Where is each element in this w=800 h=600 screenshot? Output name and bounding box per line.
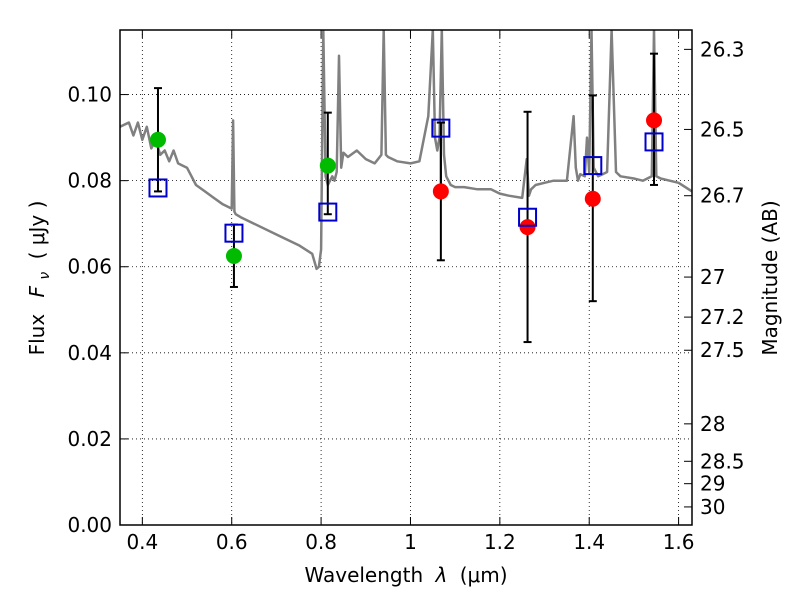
model-point-square	[644, 132, 664, 152]
data-point-circle	[584, 190, 601, 207]
y-axis-label-prefix: Flux	[25, 314, 49, 356]
y2-tick-label: 26.3	[700, 37, 745, 61]
data-point-circle	[432, 183, 449, 200]
plot-frame	[119, 29, 693, 526]
x-tick-label: 0.8	[305, 530, 337, 554]
y2-tick-label: 29	[700, 472, 725, 496]
y2-tick-label: 28	[700, 412, 725, 436]
model-point-square	[583, 156, 603, 176]
model-point-square	[318, 202, 338, 222]
tick-marks	[120, 30, 692, 526]
data-point-circle	[225, 247, 242, 264]
y-tick-label: 0.06	[67, 255, 112, 279]
tick-labels: 0.4 0.6 0.8 1 1.2 1.4 1.6 0.00 0.02 0.04 0.06 0.08 0…	[67, 37, 744, 554]
x-tick-label: 1.6	[663, 530, 695, 554]
x-axis-label-unit: (μm)	[460, 563, 508, 587]
y-axis-label-unit: ( μJy )	[25, 201, 49, 260]
x-tick-label: 1	[404, 530, 417, 554]
y2-tick-label: 28.5	[700, 449, 745, 473]
y-axis-label: Flux F ν ( μJy )	[25, 201, 54, 356]
data-point-circle	[149, 131, 166, 148]
y-tick-label: 0.00	[67, 513, 112, 537]
model-point-square	[224, 223, 244, 243]
y-tick-label: 0.04	[67, 341, 112, 365]
y-tick-label: 0.08	[67, 169, 112, 193]
data-markers	[148, 112, 664, 264]
axes	[119, 29, 693, 526]
y2-tick-label: 27.5	[700, 338, 745, 362]
y2-tick-label: 27	[700, 265, 725, 289]
data-point-circle	[319, 157, 336, 174]
x-axis-label-symbol: λ	[435, 563, 448, 587]
model-spectrum	[120, 30, 692, 271]
x-axis-label-prefix: Wavelength	[304, 563, 423, 587]
data-point-circle	[646, 112, 663, 129]
grid	[120, 30, 692, 526]
model-point-square	[431, 118, 451, 138]
x-tick-label: 0.6	[216, 530, 248, 554]
data-point-circle	[519, 219, 536, 236]
spectrum-line	[120, 30, 692, 271]
y2-tick-label: 30	[700, 495, 725, 519]
y2-tick-label: 27.2	[700, 305, 745, 329]
y-tick-label: 0.10	[67, 83, 112, 107]
y-axis-label-subscript: ν	[37, 272, 53, 280]
y2-tick-label: 26.7	[700, 184, 745, 208]
y2-tick-label: 26.5	[700, 117, 745, 141]
y-axis-label-symbol: F	[25, 285, 49, 297]
x-axis-label: Wavelength λ (μm)	[304, 563, 507, 587]
model-point-square	[518, 207, 538, 227]
model-point-square	[148, 178, 168, 198]
x-tick-label: 0.4	[126, 530, 158, 554]
y2-axis-label: Magnitude (AB)	[758, 200, 782, 355]
x-tick-label: 1.2	[484, 530, 516, 554]
y-tick-label: 0.02	[67, 427, 112, 451]
error-bars	[153, 52, 659, 344]
x-tick-label: 1.4	[573, 530, 605, 554]
